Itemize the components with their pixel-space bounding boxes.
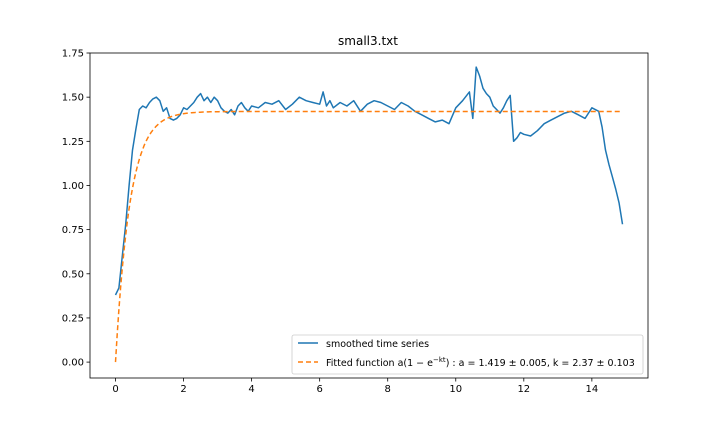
x-axis: 0 2 4 6 8 10 12 14 — [112, 378, 598, 395]
series-smoothed-line — [114, 66, 624, 296]
y-tick-label: 0.25 — [62, 313, 84, 324]
legend: smoothed time series Fitted function a(1… — [291, 334, 644, 375]
axes-frame — [89, 52, 649, 379]
x-tick-label: 8 — [385, 384, 391, 395]
x-tick-label: 14 — [585, 384, 598, 395]
y-tick-label: 1.75 — [62, 49, 84, 60]
legend-label-smoothed: smoothed time series — [326, 339, 429, 350]
x-tick-label: 4 — [248, 384, 254, 395]
y-axis: 0.00 0.25 0.50 0.75 1.00 1.25 1.50 1.75 — [62, 49, 90, 369]
y-tick-label: 1.00 — [62, 181, 84, 192]
x-tick-label: 10 — [449, 384, 462, 395]
legend-box — [291, 334, 644, 375]
x-tick-label: 12 — [517, 384, 530, 395]
chart-title: small3.txt — [338, 34, 398, 48]
legend-fit-superscript: −kt — [433, 356, 446, 364]
legend-label-fit: Fitted function a(1 − e−kt) : a = 1.419 … — [326, 356, 635, 369]
x-tick-label: 2 — [180, 384, 186, 395]
legend-fit-part1: Fitted function a(1 − e — [326, 358, 433, 369]
y-tick-label: 0.75 — [62, 225, 84, 236]
legend-fit-part2: ) : a = 1.419 ± 0.005, k = 2.37 ± 0.103 — [446, 358, 635, 369]
x-tick-label: 6 — [316, 384, 322, 395]
y-tick-label: 1.50 — [62, 93, 84, 104]
plot-area — [89, 52, 649, 379]
y-tick-label: 0.00 — [62, 358, 84, 369]
y-tick-label: 1.25 — [62, 137, 84, 148]
series-fit-line — [114, 110, 623, 363]
y-tick-label: 0.50 — [62, 269, 84, 280]
series-layer — [114, 66, 624, 363]
x-tick-label: 0 — [112, 384, 118, 395]
